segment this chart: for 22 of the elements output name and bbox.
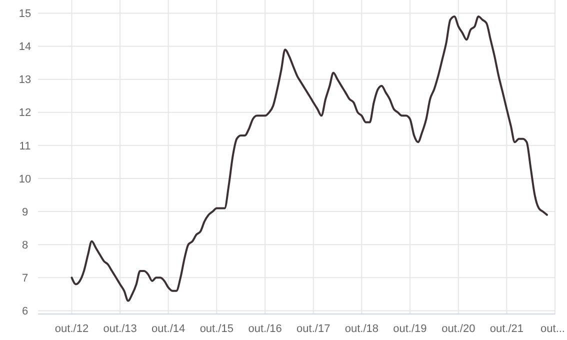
y-tick-label: 13 [18,74,32,86]
x-tick-label: out./19 [393,323,427,335]
y-tick-label: 11 [19,140,31,152]
x-tick-label: out./12 [54,323,89,335]
y-tick-label: 7 [22,272,28,284]
y-tick-label: 8 [22,239,28,252]
y-tick-label: 6 [22,306,28,318]
x-tick-label: out./13 [103,323,137,335]
x-tick-label: out... [540,323,565,335]
y-tick-label: 9 [22,206,28,218]
line-series [70,16,548,302]
y-tick-label: 14 [18,41,32,54]
x-tick-label: out./18 [344,323,378,335]
x-tick-label: out./21 [490,323,524,335]
x-tick-label: out./20 [442,323,476,335]
x-tick-label: out./17 [296,323,330,335]
x-tick-label: out./15 [200,323,234,335]
y-tick-label: 15 [18,8,32,20]
y-tick-label: 12 [18,107,32,120]
x-tick-label: out./14 [152,323,186,335]
y-tick-label: 10 [18,173,32,186]
x-tick-label: out./16 [248,323,282,335]
